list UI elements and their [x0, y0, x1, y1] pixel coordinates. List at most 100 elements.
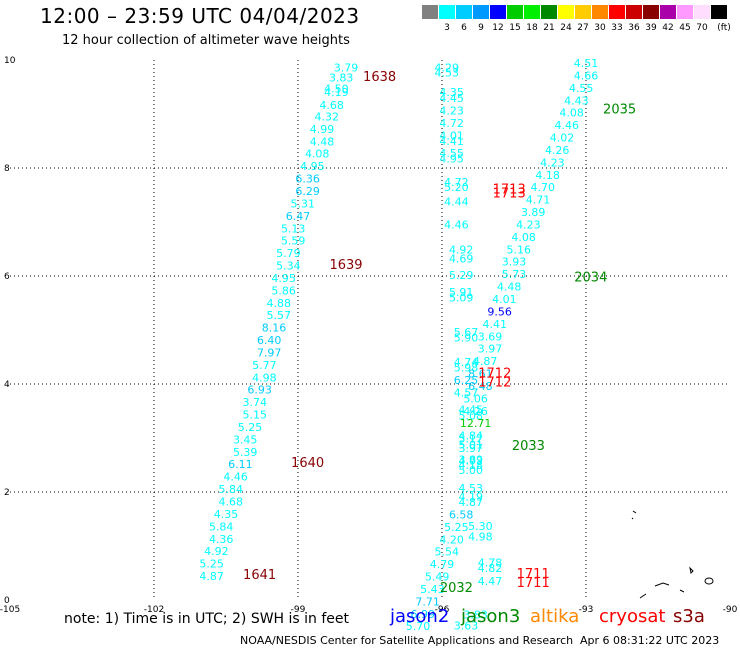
swh-value-label: 4.99	[310, 123, 335, 136]
swh-value-label: 6.29	[295, 185, 320, 198]
swh-value-label: 5.08	[459, 410, 484, 423]
swh-value-label: 5.25	[238, 421, 263, 434]
x-tick-label: -102	[144, 605, 164, 615]
swh-value-label: 8.61	[468, 368, 493, 381]
legend-tick-label: 36	[628, 23, 640, 33]
legend-swatch	[473, 5, 489, 19]
coastline-outline	[631, 510, 714, 599]
legend-tick-label: 12	[492, 23, 504, 33]
swh-value-label: 4.55	[569, 82, 594, 95]
swh-value-label: 4.35	[214, 508, 239, 521]
x-tick-label: -93	[579, 605, 594, 615]
swh-value-label: 3.89	[459, 453, 484, 466]
swh-value-label: 4.46	[444, 218, 469, 231]
legend-tick-label: 24	[560, 23, 572, 33]
swh-value-label: 4.23	[439, 105, 464, 118]
x-tick-label: -99	[291, 605, 306, 615]
swh-value-label: 3.83	[329, 72, 354, 85]
swh-value-label: 4.19	[459, 491, 484, 504]
swh-value-label: 7.97	[257, 346, 282, 359]
swh-value-label: 4.48	[497, 281, 522, 294]
swh-value-label: 5.30	[468, 520, 493, 533]
swh-value-label: 5.49	[425, 571, 450, 584]
satellite-altika-label: altika	[530, 606, 580, 627]
swh-value-label: 4.92	[449, 243, 474, 256]
swh-value-label: 5.86	[271, 284, 296, 297]
swh-value-label: 4.01	[439, 129, 464, 142]
swh-value-label: 4.82	[478, 562, 503, 575]
swh-value-label: 4.71	[526, 194, 551, 207]
swh-value-label: 4.70	[531, 181, 556, 194]
swh-value-label: 4.02	[550, 132, 575, 145]
swh-value-label: 4.08	[305, 148, 330, 161]
swh-value-label: 4.74	[454, 356, 479, 369]
swh-value-label: 4.98	[252, 371, 277, 384]
legend-tick-label: 15	[509, 23, 521, 33]
pass-time-label: 2034	[574, 270, 607, 285]
swh-value-label: 4.44	[444, 195, 469, 208]
legend-swatch	[711, 5, 727, 19]
swh-value-label: 5.13	[281, 222, 306, 235]
swh-value-label: 4.48	[310, 135, 335, 148]
swh-value-label: 4.41	[439, 135, 464, 148]
y-tick-label: 8	[4, 164, 10, 174]
legend-tick-label: 39	[645, 23, 657, 33]
swh-value-label: 4.23	[516, 218, 541, 231]
legend-swatch	[422, 5, 438, 19]
swh-value-label: 4.41	[483, 318, 508, 331]
swh-value-label: 3.74	[243, 396, 268, 409]
swh-value-label: 12.71	[460, 417, 492, 430]
y-tick-label: 4	[4, 380, 10, 390]
swh-value-label: 5.25	[444, 521, 469, 534]
legend-tick-label: 9	[478, 23, 484, 33]
swh-value-label: 3.93	[502, 256, 527, 269]
swh-value-label: 5.43	[420, 583, 445, 596]
swh-value-label: 4.72	[444, 176, 469, 189]
swh-value-label: 4.72	[439, 117, 464, 130]
legend-swatch	[507, 5, 523, 19]
swh-value-label: 5.67	[454, 326, 479, 339]
legend-swatch	[677, 5, 693, 19]
generated-timestamp: Apr 6 08:31:22 UTC 2023	[580, 634, 720, 647]
swh-value-label: 5.20	[444, 181, 469, 194]
pass-time-label: 1639	[329, 258, 362, 273]
swh-value-label: 6.36	[295, 173, 320, 186]
swh-value-label: 6.48	[468, 380, 493, 393]
legend-swatch	[575, 5, 591, 19]
swh-value-label: 4.78	[478, 557, 503, 570]
swh-points: 3.793.834.504.194.684.324.994.484.084.95…	[199, 57, 598, 633]
swh-value-label: 4.47	[478, 575, 503, 588]
legend-swatch	[456, 5, 472, 19]
swh-value-label: 5.54	[435, 546, 460, 559]
y-tick-label: 10	[4, 56, 16, 66]
swh-value-label: 6.93	[247, 384, 272, 397]
swh-value-label: 5.39	[233, 446, 258, 459]
legend-tick-label: 45	[679, 23, 691, 33]
swh-value-label: 4.08	[511, 231, 536, 244]
swh-value-label: 4.29	[435, 61, 460, 74]
swh-value-label: 4.95	[439, 153, 464, 166]
pass-time-label: 2033	[512, 439, 545, 454]
swh-value-label: 5.29	[449, 269, 474, 282]
swh-value-label: 4.92	[204, 545, 229, 558]
swh-value-label: 6.47	[286, 210, 311, 223]
swh-value-label: 8.16	[262, 322, 287, 335]
pass-time-label: 1712	[478, 367, 511, 382]
swh-value-label: 4.87	[473, 355, 498, 368]
pass-time-label: 1638	[363, 70, 396, 85]
swh-value-label: 9.56	[487, 305, 512, 318]
swh-value-label: 5.70	[406, 620, 431, 633]
swh-value-label: 6.25	[454, 374, 479, 387]
swh-value-label: 4.93	[459, 454, 484, 467]
swh-value-label: 5.84	[209, 520, 234, 533]
swh-value-label: 6.40	[257, 334, 282, 347]
swh-value-label: 4.95	[300, 160, 325, 173]
x-tick-label: -90	[723, 605, 738, 615]
swh-value-label: 5.01	[459, 438, 484, 451]
swh-value-label: 5.09	[449, 291, 474, 304]
legend-tick-label: 42	[662, 23, 674, 33]
legend-tick-label: 33	[611, 23, 623, 33]
pass-time-label: 1711	[517, 567, 550, 582]
legend-tick-label: 27	[577, 23, 589, 33]
